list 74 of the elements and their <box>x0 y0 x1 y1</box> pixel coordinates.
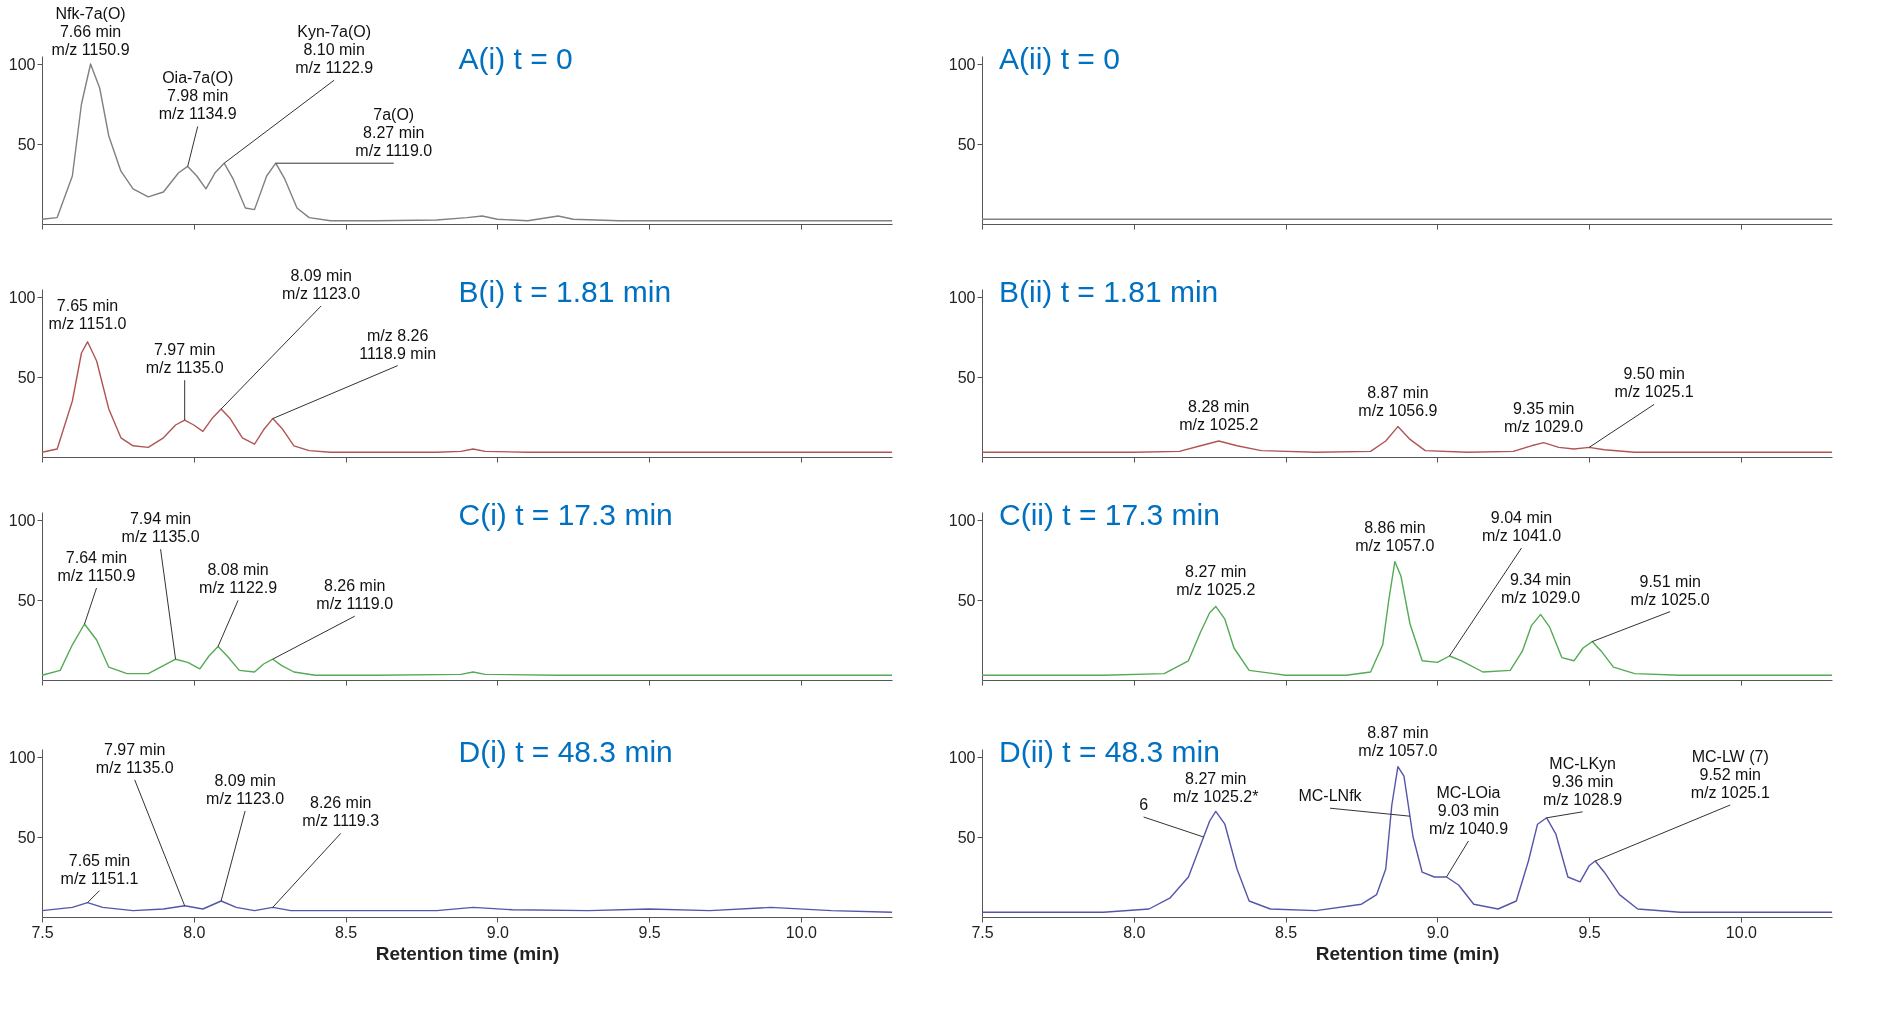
chart-title: B(i) t = 1.81 min <box>458 275 672 308</box>
line-series <box>41 623 893 676</box>
annotation: 8.28 min m/z 1025.2 <box>1179 398 1259 433</box>
line-series <box>981 560 1833 676</box>
chart-title: C(ii) t = 17.3 min <box>999 498 1220 531</box>
annotation: 8.86 min m/z 1057.0 <box>1355 518 1435 554</box>
x-axis-title: Retention time (min) <box>375 942 560 964</box>
y-tick-label: 50 <box>17 591 36 609</box>
annotation: 9.35 min m/z 1029.0 <box>1504 399 1584 435</box>
annotation: 7a(O) 8.27 min m/z 1119.0 <box>355 106 433 160</box>
annotation: 8.87 min m/z 1057.0 <box>1358 723 1438 759</box>
y-tick-label: 50 <box>957 135 976 153</box>
annotation: m/z 8.26 1118.9 min <box>359 326 437 362</box>
chart-title: A(ii) t = 0 <box>999 42 1120 75</box>
annotation: 9.51 min m/z 1025.0 <box>1630 572 1710 608</box>
x-tick-label: 7.5 <box>971 923 994 941</box>
y-tick-label: 100 <box>8 511 36 529</box>
chart-title: A(i) t = 0 <box>458 42 573 75</box>
annotation: 7.94 min m/z 1135.0 <box>121 510 200 546</box>
annotation: Nfk-7a(O) 7.66 min m/z 1150.9 <box>51 5 130 58</box>
annotation: Kyn-7a(O) 8.10 min m/z 1122.9 <box>295 23 374 77</box>
annotation: MC-LKyn 9.36 min m/z 1028.9 <box>1543 754 1623 808</box>
annotation: 8.09 min m/z 1123.0 <box>206 772 285 807</box>
y-tick-label: 50 <box>957 368 976 386</box>
annotation: 7.65 min m/z 1151.1 <box>60 851 139 887</box>
chart-title: D(ii) t = 48.3 min <box>999 735 1220 768</box>
x-axis-title: Retention time (min) <box>1315 942 1500 964</box>
annotation: MC-LNfk <box>1298 787 1363 805</box>
y-tick-label: 100 <box>8 55 36 73</box>
y-tick-label: 100 <box>8 748 36 766</box>
annotation: 8.27 min m/z 1025.2 <box>1176 563 1256 599</box>
x-tick-label: 8.0 <box>183 923 206 941</box>
y-tick-label: 50 <box>17 135 36 153</box>
x-tick-label: 9.0 <box>1426 923 1450 941</box>
y-tick-label: 100 <box>8 288 36 306</box>
y-tick-label: 50 <box>957 828 976 846</box>
annotation: 8.26 min m/z 1119.0 <box>316 577 394 613</box>
y-tick-label: 100 <box>948 55 976 73</box>
annotation: 7.65 min m/z 1151.0 <box>48 296 127 332</box>
annotation: Oia-7a(O) 7.98 min m/z 1134.9 <box>158 69 237 123</box>
chart-title: B(ii) t = 1.81 min <box>999 275 1219 308</box>
line-series <box>41 341 893 453</box>
annotation: 9.50 min m/z 1025.1 <box>1614 365 1694 401</box>
x-tick-label: 10.0 <box>785 923 818 941</box>
y-tick-label: 50 <box>957 591 976 609</box>
y-tick-label: 100 <box>948 748 976 766</box>
annotation: 8.08 min m/z 1122.9 <box>199 561 278 597</box>
x-tick-label: 10.0 <box>1725 923 1758 941</box>
y-tick-label: 100 <box>948 511 976 529</box>
annotation: 7.64 min m/z 1150.9 <box>57 549 136 584</box>
annotation: MC-LW (7) 9.52 min m/z 1025.1 <box>1690 748 1770 801</box>
annotation: 8.87 min m/z 1056.9 <box>1358 383 1438 419</box>
x-tick-label: 7.5 <box>31 923 54 941</box>
annotation: 8.27 min m/z 1025.2* <box>1173 770 1259 806</box>
annotation: 8.26 min m/z 1119.3 <box>302 794 380 830</box>
x-tick-label: 8.5 <box>1274 923 1298 941</box>
annotation: 9.34 min m/z 1029.0 <box>1500 571 1581 607</box>
x-tick-label: 9.5 <box>1578 923 1601 941</box>
x-tick-label: 8.5 <box>334 923 358 941</box>
annotation: 7.97 min m/z 1135.0 <box>95 740 174 776</box>
chart-title: C(i) t = 17.3 min <box>458 498 673 531</box>
y-tick-label: 50 <box>17 368 36 386</box>
x-tick-label: 9.5 <box>638 923 661 941</box>
annotation: 9.04 min m/z 1041.0 <box>1481 509 1562 544</box>
line-series <box>41 900 893 913</box>
annotation: 8.09 min m/z 1123.0 <box>282 267 361 302</box>
annotation: 6 <box>1139 796 1149 813</box>
x-tick-label: 8.0 <box>1123 923 1146 941</box>
annotation: MC-LOia 9.03 min m/z 1040.9 <box>1428 784 1509 837</box>
y-tick-label: 50 <box>17 828 36 846</box>
x-tick-label: 9.0 <box>486 923 510 941</box>
chart-title: D(i) t = 48.3 min <box>458 735 673 768</box>
annotation: 7.97 min m/z 1135.0 <box>145 341 224 377</box>
y-tick-label: 100 <box>948 288 976 306</box>
